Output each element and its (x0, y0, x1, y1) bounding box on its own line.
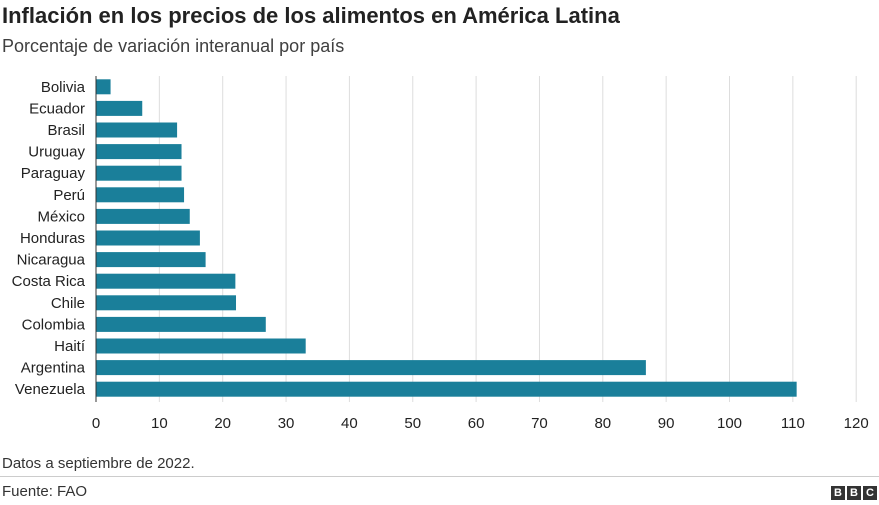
x-tick-label: 100 (717, 415, 742, 432)
category-label: Honduras (20, 230, 85, 247)
category-label: Chile (51, 295, 85, 312)
chart-subtitle: Porcentaje de variación interanual por p… (2, 36, 345, 56)
category-label: Nicaragua (17, 252, 86, 269)
category-label: Ecuador (29, 100, 85, 117)
bar (96, 230, 200, 246)
x-tick-label: 80 (594, 415, 611, 432)
category-label: Costa Rica (12, 273, 86, 290)
category-label: Perú (53, 187, 85, 204)
bar-chart: Bolivia Ecuador Brasil Uruguay Paraguay Perú M… (12, 76, 869, 432)
category-label: Uruguay (28, 144, 85, 161)
bbc-logo: B B C (831, 486, 877, 500)
x-tick-label: 70 (531, 415, 548, 432)
x-tick-label: 40 (341, 415, 358, 432)
x-tick-label: 90 (658, 415, 675, 432)
bar (96, 165, 182, 181)
x-tick-label: 10 (151, 415, 168, 432)
divider (0, 476, 879, 477)
bar (96, 295, 237, 311)
category-label: Argentina (21, 360, 86, 377)
logo-letter: B (831, 486, 845, 500)
chart-title: Inflación en los precios de los alimento… (2, 3, 620, 28)
x-tick-label: 0 (92, 415, 100, 432)
bar (96, 316, 266, 332)
bar (96, 79, 111, 95)
bar (96, 187, 185, 203)
x-tick-label: 110 (781, 415, 805, 432)
category-label: Paraguay (21, 165, 86, 182)
x-tick-label: 50 (404, 415, 421, 432)
bar (96, 208, 190, 224)
bar (96, 122, 178, 138)
bar (96, 273, 236, 289)
category-label: Haití (54, 338, 86, 355)
category-label: Colombia (22, 316, 86, 333)
bar (96, 252, 206, 268)
category-label: México (37, 208, 85, 225)
bar (96, 144, 182, 160)
x-tick-label: 60 (468, 415, 485, 432)
logo-letter: C (863, 486, 877, 500)
category-label: Bolivia (41, 79, 86, 96)
bar (96, 100, 143, 116)
category-label: Venezuela (15, 381, 86, 398)
bar (96, 360, 646, 376)
source-credit: Fuente: FAO (2, 483, 88, 500)
category-label: Brasil (47, 122, 85, 139)
bar (96, 338, 306, 354)
x-tick-label: 120 (844, 415, 869, 432)
logo-letter: B (847, 486, 861, 500)
x-tick-label: 30 (278, 415, 295, 432)
bar (96, 381, 797, 397)
x-tick-label: 20 (214, 415, 231, 432)
footnote: Datos a septiembre de 2022. (2, 455, 195, 472)
